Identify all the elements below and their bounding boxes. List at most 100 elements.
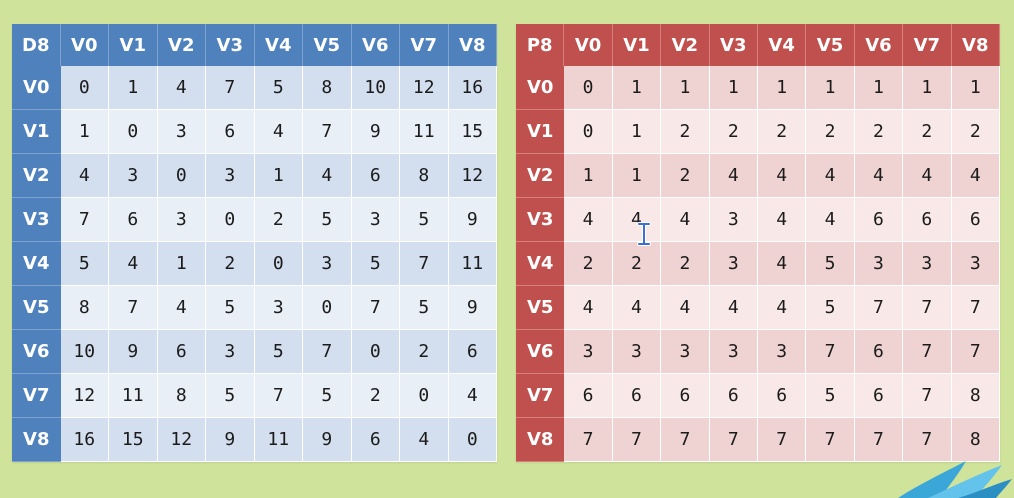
distance-cell: 4: [109, 242, 158, 286]
path-cell: 3: [709, 198, 758, 242]
path-cell: 4: [757, 154, 807, 198]
path-cell: 7: [806, 418, 855, 462]
path-row-header: V5: [516, 286, 565, 330]
path-cell: 4: [661, 286, 710, 330]
distance-cell: 11: [254, 418, 303, 462]
path-cell: 4: [757, 242, 807, 286]
distance-cell: 8: [303, 66, 352, 110]
distance-cell: 10: [60, 330, 109, 374]
distance-cell: 0: [254, 242, 303, 286]
path-cell: 3: [951, 242, 1000, 286]
distance-cell: 6: [351, 154, 400, 198]
distance-cell: 8: [157, 374, 206, 418]
path-cell: 8: [951, 418, 1000, 462]
distance-cell: 9: [303, 418, 352, 462]
path-corner-label: P8: [516, 24, 565, 66]
distance-cell: 3: [206, 330, 255, 374]
distance-cell: 8: [60, 286, 109, 330]
distance-row-header: V1: [12, 110, 61, 154]
distance-header-row: D8 V0 V1 V2 V3 V4 V5 V6 V7 V8: [12, 24, 497, 66]
path-row-header: V6: [516, 330, 565, 374]
path-cell: 7: [854, 286, 904, 330]
path-row: V4 2 2 2 3 4 5 3 3 3: [516, 242, 1000, 286]
path-cell: 1: [903, 66, 952, 110]
path-cell: 7: [951, 286, 1000, 330]
path-cell: 3: [564, 330, 613, 374]
distance-cell: 4: [448, 374, 497, 418]
distance-cell: 4: [254, 110, 303, 154]
path-row: V5 4 4 4 4 4 5 7 7 7: [516, 286, 1000, 330]
path-row: V8 7 7 7 7 7 7 7 7 8: [516, 418, 1000, 462]
path-cell: 3: [709, 330, 758, 374]
distance-cell: 12: [60, 374, 109, 418]
path-row-header: V4: [516, 242, 565, 286]
distance-cell: 5: [60, 242, 109, 286]
distance-cell: 7: [400, 242, 449, 286]
distance-row: V1 1 0 3 6 4 7 9 11 15: [12, 110, 497, 154]
distance-row-header: V7: [12, 374, 61, 418]
distance-cell: 5: [303, 198, 352, 242]
path-cell: 0: [564, 110, 613, 154]
path-cell: 1: [951, 66, 1000, 110]
path-cell: 5: [806, 286, 855, 330]
distance-cell: 11: [109, 374, 158, 418]
distance-col-header: V8: [448, 24, 497, 66]
distance-cell: 11: [448, 242, 497, 286]
path-cell: 7: [564, 418, 613, 462]
path-cell: 1: [806, 66, 855, 110]
path-cell: 4: [757, 286, 807, 330]
swoosh-logo-icon: [898, 461, 1012, 498]
path-cell: 4: [709, 154, 758, 198]
path-cell: 1: [661, 66, 710, 110]
distance-cell: 7: [303, 330, 352, 374]
distance-cell: 0: [448, 418, 497, 462]
path-cell: 3: [612, 330, 662, 374]
distance-col-header: V1: [109, 24, 158, 66]
path-cell: 1: [709, 66, 758, 110]
distance-col-header: V5: [303, 24, 352, 66]
distance-row-header: V6: [12, 330, 61, 374]
distance-cell: 9: [109, 330, 158, 374]
distance-cell: 12: [448, 154, 497, 198]
path-cell: 5: [806, 242, 855, 286]
distance-row: V8 16 15 12 9 11 9 6 4 0: [12, 418, 497, 462]
path-cell: 4: [612, 286, 662, 330]
distance-cell: 6: [448, 330, 497, 374]
distance-cell: 7: [303, 110, 352, 154]
path-col-header: V3: [709, 24, 758, 66]
distance-cell: 1: [254, 154, 303, 198]
distance-cell: 0: [303, 286, 352, 330]
path-cell: 2: [612, 242, 662, 286]
distance-cell: 16: [448, 66, 497, 110]
distance-cell: 15: [448, 110, 497, 154]
distance-cell: 6: [109, 198, 158, 242]
path-col-header: V1: [612, 24, 662, 66]
path-cell: 2: [806, 110, 855, 154]
path-cell: 4: [757, 198, 807, 242]
path-cell: 7: [903, 286, 952, 330]
distance-row-header: V2: [12, 154, 61, 198]
path-cell: 3: [661, 330, 710, 374]
distance-cell: 7: [109, 286, 158, 330]
path-cell: 2: [757, 110, 807, 154]
path-cell: 4: [709, 286, 758, 330]
path-col-header: V2: [661, 24, 710, 66]
distance-row: V3 7 6 3 0 2 5 3 5 9: [12, 198, 497, 242]
path-row-header: V8: [516, 418, 565, 462]
path-cell: 1: [612, 110, 662, 154]
path-col-header: V8: [951, 24, 1000, 66]
distance-cell: 2: [400, 330, 449, 374]
distance-cell: 4: [60, 154, 109, 198]
distance-cell: 10: [351, 66, 400, 110]
path-col-header: V6: [854, 24, 904, 66]
distance-matrix-body: V0 0 1 4 7 5 8 10 12 16 V1 1 0 3 6 4 7 9 11 15 V2 4 3 0 3 1 4 6 8 12 V…: [12, 66, 497, 462]
distance-cell: 3: [254, 286, 303, 330]
distance-col-header: V4: [254, 24, 303, 66]
distance-cell: 16: [60, 418, 109, 462]
path-row: V0 0 1 1 1 1 1 1 1 1: [516, 66, 1000, 110]
distance-matrix-table: D8 V0 V1 V2 V3 V4 V5 V6 V7 V8 V0 0 1 4 7 5 8 10 12 16 V1 1 0 3…: [12, 24, 497, 462]
path-col-header: V5: [806, 24, 855, 66]
path-cell: 4: [564, 198, 613, 242]
path-cell: 1: [612, 66, 662, 110]
path-cell: 1: [854, 66, 904, 110]
